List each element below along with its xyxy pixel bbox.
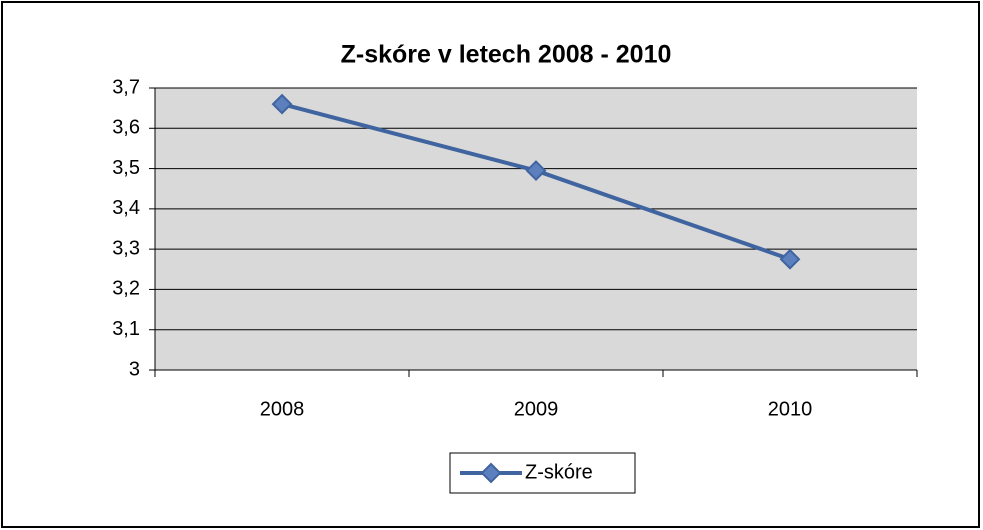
x-tick-label: 2009	[514, 398, 559, 420]
y-tick-label: 3,5	[112, 157, 140, 179]
y-tick-label: 3,7	[112, 76, 140, 98]
data-marker	[271, 93, 293, 115]
y-tick-label: 3,6	[112, 117, 140, 139]
y-tick-label: 3,2	[112, 278, 140, 300]
chart-title: Z-skóre v letech 2008 - 2010	[341, 41, 672, 69]
data-marker	[779, 248, 801, 270]
legend-label: Z-skóre	[525, 461, 593, 483]
x-tick-label: 2010	[768, 398, 813, 420]
data-marker	[525, 160, 547, 182]
plot-area	[155, 88, 917, 370]
y-tick-label: 3,4	[112, 197, 140, 219]
y-tick-label: 3,1	[112, 318, 140, 340]
y-tick-label: 3,3	[112, 237, 140, 259]
x-tick-label: 2008	[260, 398, 305, 420]
y-tick-label: 3	[129, 358, 140, 380]
legend-marker	[480, 462, 502, 484]
